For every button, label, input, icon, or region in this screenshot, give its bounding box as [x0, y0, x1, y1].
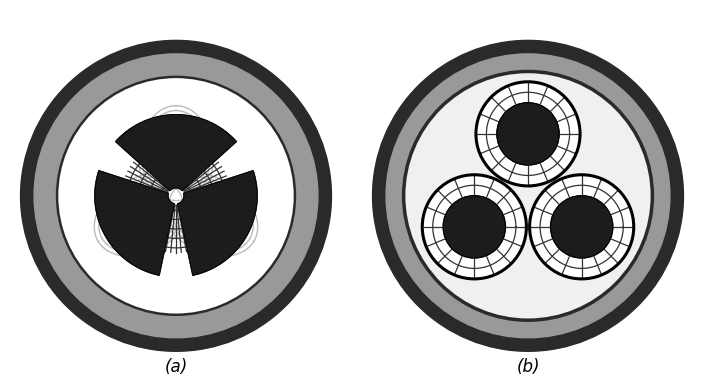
Polygon shape — [115, 115, 237, 190]
Circle shape — [386, 54, 670, 338]
Text: (b): (b) — [516, 358, 540, 376]
Polygon shape — [95, 171, 175, 275]
Circle shape — [403, 71, 653, 320]
Circle shape — [444, 196, 505, 258]
Polygon shape — [115, 115, 237, 190]
Circle shape — [20, 40, 332, 351]
Polygon shape — [177, 171, 257, 275]
Circle shape — [422, 175, 527, 279]
Text: (a): (a) — [164, 358, 188, 376]
Circle shape — [551, 196, 612, 258]
Polygon shape — [95, 171, 175, 275]
Circle shape — [476, 82, 580, 186]
Circle shape — [529, 175, 634, 279]
Circle shape — [34, 54, 318, 338]
Circle shape — [57, 77, 295, 315]
Circle shape — [372, 40, 684, 351]
Polygon shape — [177, 171, 257, 275]
Circle shape — [497, 103, 559, 165]
